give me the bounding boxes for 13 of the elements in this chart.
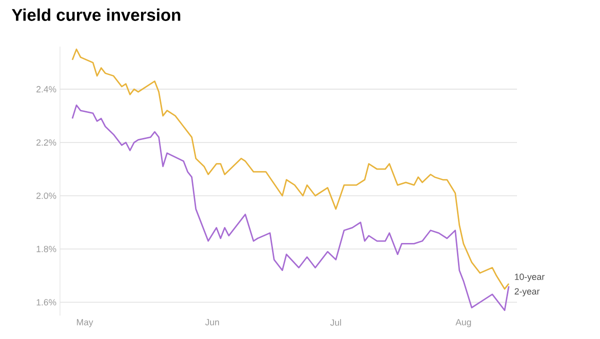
chart-title: Yield curve inversion <box>12 8 180 21</box>
series-label: 2-year <box>514 288 540 296</box>
line-series <box>72 104 510 311</box>
x-tick-label: May <box>76 319 94 328</box>
x-tick-label: Aug <box>456 319 471 328</box>
y-tick-label: 2.4% <box>36 86 56 92</box>
y-tick-label: 1.8% <box>36 246 56 252</box>
x-tick-label: Jul <box>330 319 341 326</box>
y-tick-label: 2.0% <box>36 192 56 199</box>
y-tick-label: 2.2% <box>36 139 56 146</box>
y-tick-label: 1.6% <box>36 299 56 306</box>
series-label: 10-year <box>514 274 545 282</box>
x-tick-label: Jun <box>205 319 219 326</box>
